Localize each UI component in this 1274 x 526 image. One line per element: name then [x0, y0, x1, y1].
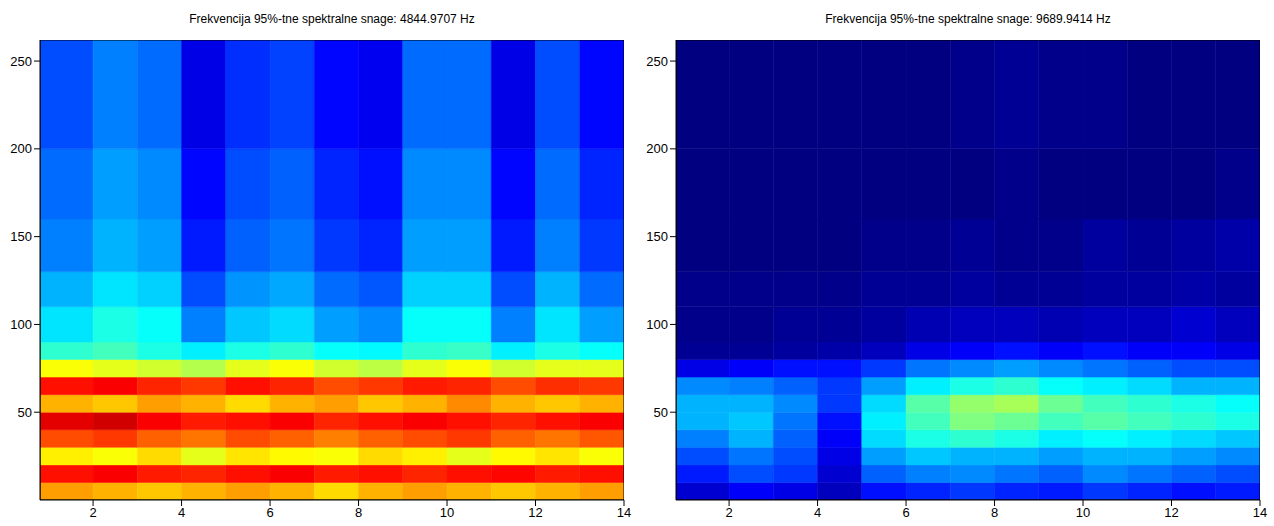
svg-text:250: 250 — [646, 54, 668, 69]
svg-text:8: 8 — [355, 505, 362, 520]
svg-text:4: 4 — [178, 505, 185, 520]
svg-text:2: 2 — [725, 505, 732, 520]
svg-text:14: 14 — [617, 505, 631, 520]
svg-text:50: 50 — [654, 405, 668, 420]
svg-text:150: 150 — [646, 229, 668, 244]
html-text:Frekvencija 95%-tne spektralne: Frekvencija 95%-tne spektralne snage: 96… — [825, 12, 1111, 26]
svg-text:6: 6 — [902, 505, 909, 520]
svg-text:10: 10 — [440, 505, 454, 520]
svg-text:4: 4 — [814, 505, 821, 520]
svg-text:50: 50 — [18, 405, 32, 420]
svg-text:100: 100 — [10, 317, 32, 332]
svg-text:150: 150 — [10, 229, 32, 244]
svg-text:200: 200 — [10, 141, 32, 156]
svg-text:10: 10 — [1076, 505, 1090, 520]
html-text:Frekvencija 95%-tne spektralne: Frekvencija 95%-tne spektralne snage: 48… — [189, 12, 475, 26]
svg-text:12: 12 — [528, 505, 542, 520]
svg-text:250: 250 — [10, 54, 32, 69]
svg-text:14: 14 — [1253, 505, 1267, 520]
svg-text:12: 12 — [1164, 505, 1178, 520]
svg-text:100: 100 — [646, 317, 668, 332]
svg-text:8: 8 — [991, 505, 998, 520]
svg-text:6: 6 — [266, 505, 273, 520]
svg-text:2: 2 — [89, 505, 96, 520]
svg-text:200: 200 — [646, 141, 668, 156]
